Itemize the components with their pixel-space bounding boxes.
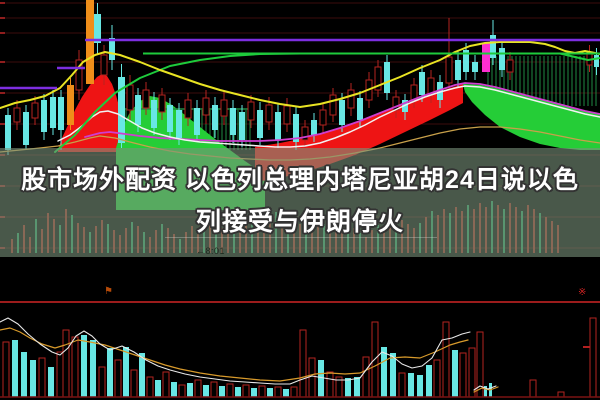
headline-underline (165, 237, 437, 238)
headline-line2: 列接受与伊朗停火 (195, 208, 404, 236)
page-marker-icon: ※ (578, 287, 587, 298)
small-red-tick (583, 346, 590, 348)
flag-marker-icon: ⚑ (104, 286, 113, 297)
time-label: ←8:01 (196, 246, 226, 256)
headline-overlay-band (0, 148, 600, 257)
headline-line1: 股市场外配资 以色列总理内塔尼亚胡24日说以色 (21, 166, 579, 194)
